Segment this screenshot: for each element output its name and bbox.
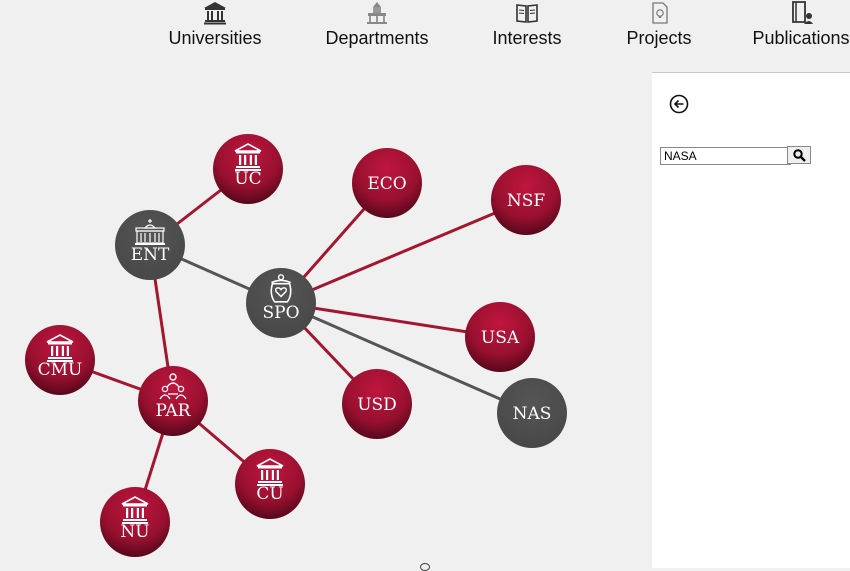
bottom-indicator <box>420 563 430 571</box>
node-nu[interactable]: NU <box>100 487 170 557</box>
search-button[interactable] <box>787 146 811 164</box>
nav-departments-label: Departments <box>325 28 429 48</box>
node-circle <box>497 378 567 448</box>
node-eco[interactable]: ECO <box>352 148 422 218</box>
nav-interests-label: Interests <box>492 28 562 48</box>
node-uc[interactable]: UC <box>213 134 283 204</box>
top-navigation: Universities Departments Interests <box>0 0 850 62</box>
search-icon <box>792 148 806 162</box>
node-nas[interactable]: NAS <box>497 378 567 448</box>
nav-projects-label: Projects <box>626 28 692 48</box>
nav-universities[interactable]: Universities <box>164 0 266 49</box>
node-cu[interactable]: CU <box>235 449 305 519</box>
node-label: ENT <box>131 245 170 265</box>
project-document-icon <box>652 2 668 24</box>
node-circle <box>246 268 316 338</box>
network-graph-canvas: UC ENT ECO NSF SPO USA CMU PAR USD NAS CU NU <box>25 134 567 557</box>
node-label: PAR <box>156 401 192 421</box>
book-icon <box>516 4 538 23</box>
node-nsf[interactable]: NSF <box>491 165 561 235</box>
nav-universities-label: Universities <box>168 28 262 48</box>
node-label: CMU <box>38 360 83 380</box>
nav-publications-label: Publications <box>752 28 850 48</box>
edge-spo-nsf <box>280 198 527 305</box>
node-label: SPO <box>262 303 299 323</box>
nav-publications[interactable]: Publications <box>752 0 850 49</box>
side-panel <box>652 72 850 568</box>
back-arrow-icon[interactable] <box>668 93 690 115</box>
node-label: USA <box>481 328 520 348</box>
node-circle <box>352 148 422 218</box>
node-spo[interactable]: SPO <box>246 268 316 338</box>
node-ent[interactable]: ENT <box>115 210 185 280</box>
node-label: ECO <box>367 174 406 194</box>
node-circle <box>491 165 561 235</box>
node-cmu[interactable]: CMU <box>25 325 95 395</box>
node-label: USD <box>357 395 397 415</box>
node-circle <box>342 369 412 439</box>
department-icon <box>367 2 387 24</box>
network-graph: UC ENT ECO NSF SPO USA CMU PAR USD NAS CU NU <box>0 62 652 567</box>
publication-icon <box>792 1 813 24</box>
edge-spo-usa <box>280 301 501 339</box>
node-label: NU <box>120 522 149 542</box>
nav-departments[interactable]: Departments <box>324 0 430 49</box>
nav-projects[interactable]: Projects <box>624 0 694 49</box>
node-label: CU <box>256 484 283 504</box>
node-circle <box>465 302 535 372</box>
search-input[interactable] <box>660 147 791 165</box>
node-usa[interactable]: USA <box>465 302 535 372</box>
node-usd[interactable]: USD <box>342 369 412 439</box>
node-circle <box>138 366 208 436</box>
node-label: NSF <box>507 191 546 211</box>
nav-interests[interactable]: Interests <box>490 0 564 49</box>
edge-spo-nas <box>280 301 533 415</box>
node-label: UC <box>234 169 261 189</box>
node-par[interactable]: PAR <box>138 366 208 436</box>
university-icon <box>204 2 226 25</box>
node-label: NAS <box>513 404 552 424</box>
